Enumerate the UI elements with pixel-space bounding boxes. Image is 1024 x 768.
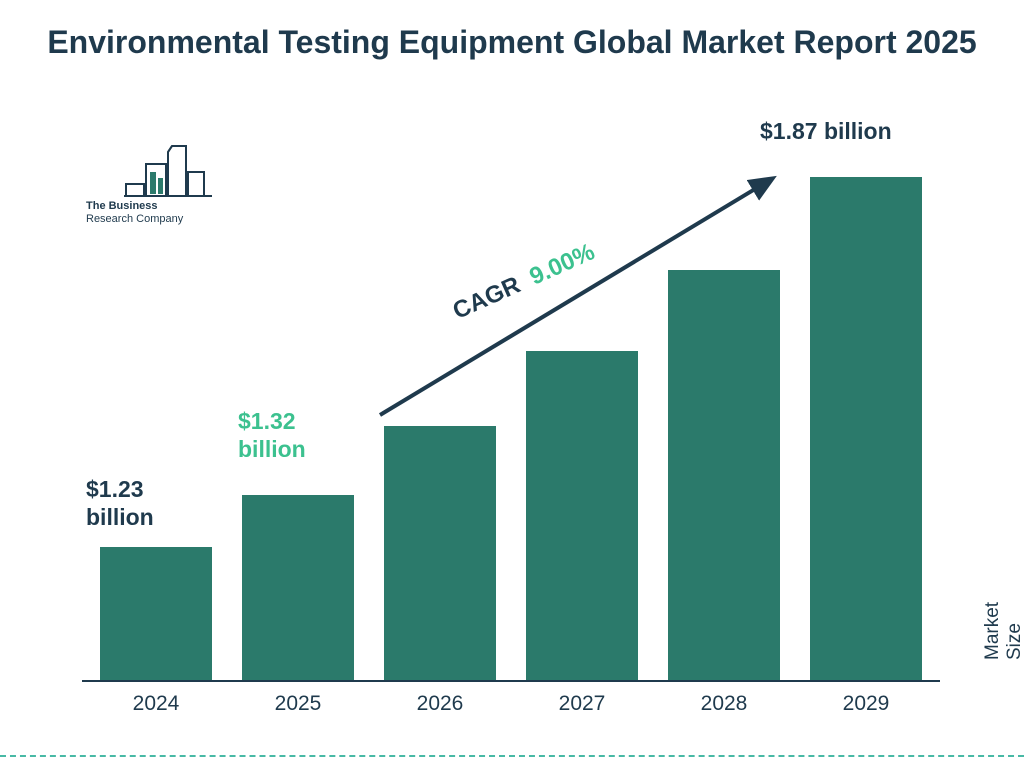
bar bbox=[242, 495, 354, 680]
chart-title: Environmental Testing Equipment Global M… bbox=[0, 22, 1024, 62]
chart-baseline bbox=[82, 680, 940, 682]
footer-dashed-line bbox=[0, 755, 1024, 757]
x-label: 2024 bbox=[100, 692, 212, 716]
x-label: 2027 bbox=[526, 692, 638, 716]
value-label: $1.23 billion bbox=[86, 476, 186, 531]
cagr-percent: 9.00% bbox=[526, 238, 599, 290]
bar bbox=[384, 426, 496, 680]
y-axis-label: Market Size (in USD billion) bbox=[982, 602, 1024, 660]
value-label: $1.87 billion bbox=[760, 118, 892, 146]
company-logo-text: The Business Research Company bbox=[86, 200, 183, 225]
cagr-text: CAGR bbox=[449, 271, 525, 324]
x-label: 2029 bbox=[810, 692, 922, 716]
cagr-label: CAGR 9.00% bbox=[449, 238, 599, 325]
logo-line1: The Business bbox=[86, 200, 183, 213]
logo-line2: Research Company bbox=[86, 213, 183, 225]
x-label: 2028 bbox=[668, 692, 780, 716]
bar bbox=[810, 177, 922, 680]
bar bbox=[100, 547, 212, 680]
bar bbox=[668, 270, 780, 680]
bar bbox=[526, 351, 638, 680]
value-label: $1.32 billion bbox=[238, 408, 338, 463]
x-label: 2025 bbox=[242, 692, 354, 716]
chart-canvas: Environmental Testing Equipment Global M… bbox=[0, 0, 1024, 768]
x-label: 2026 bbox=[384, 692, 496, 716]
company-logo-icon bbox=[124, 136, 214, 200]
